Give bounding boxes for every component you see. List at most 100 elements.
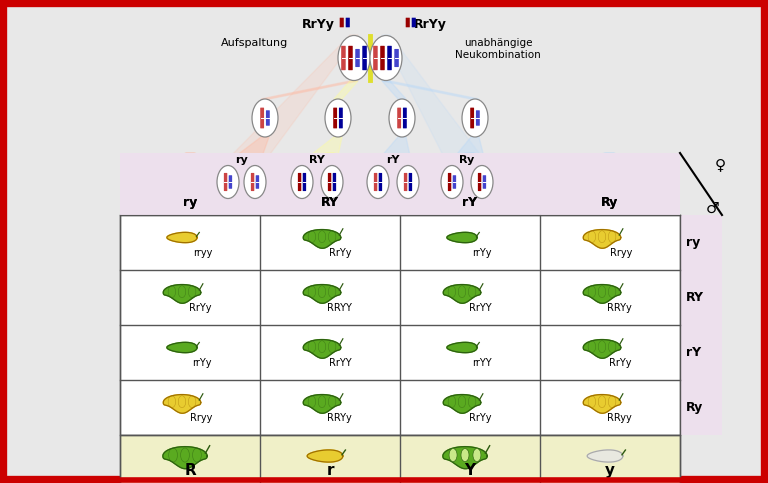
Polygon shape — [222, 35, 358, 165]
Text: rY: rY — [386, 155, 400, 165]
Ellipse shape — [473, 449, 481, 462]
Text: RrYy: RrYy — [329, 248, 352, 258]
Text: y: y — [605, 463, 615, 478]
FancyBboxPatch shape — [409, 173, 412, 191]
Text: ry: ry — [183, 196, 197, 209]
Ellipse shape — [291, 166, 313, 199]
Polygon shape — [382, 81, 406, 99]
FancyBboxPatch shape — [266, 110, 270, 126]
Polygon shape — [463, 153, 614, 199]
Polygon shape — [164, 395, 200, 413]
FancyBboxPatch shape — [362, 46, 367, 70]
FancyBboxPatch shape — [260, 108, 264, 128]
FancyBboxPatch shape — [328, 173, 331, 191]
Text: RY: RY — [309, 155, 325, 165]
FancyBboxPatch shape — [373, 46, 378, 70]
FancyBboxPatch shape — [448, 173, 452, 191]
FancyBboxPatch shape — [348, 46, 353, 70]
Ellipse shape — [397, 166, 419, 199]
Polygon shape — [443, 284, 481, 303]
Ellipse shape — [217, 166, 239, 199]
FancyBboxPatch shape — [333, 173, 336, 191]
Text: RrYy: RrYy — [469, 413, 492, 424]
Polygon shape — [479, 153, 615, 199]
Polygon shape — [303, 395, 341, 413]
Text: Ry: Ry — [601, 196, 619, 209]
Text: ♂: ♂ — [706, 201, 720, 216]
FancyBboxPatch shape — [404, 173, 407, 191]
Text: rryy: rryy — [193, 248, 212, 258]
Ellipse shape — [367, 166, 389, 199]
Ellipse shape — [441, 166, 463, 199]
FancyBboxPatch shape — [452, 175, 456, 189]
FancyBboxPatch shape — [298, 173, 301, 191]
FancyBboxPatch shape — [397, 108, 401, 128]
FancyBboxPatch shape — [339, 18, 344, 28]
FancyBboxPatch shape — [406, 18, 410, 28]
Text: rrYy: rrYy — [472, 248, 492, 258]
Polygon shape — [447, 232, 477, 242]
Ellipse shape — [389, 99, 415, 137]
Text: RrYy: RrYy — [302, 18, 334, 31]
Polygon shape — [583, 284, 621, 303]
Polygon shape — [307, 450, 343, 462]
FancyBboxPatch shape — [374, 173, 377, 191]
FancyBboxPatch shape — [346, 18, 349, 28]
Ellipse shape — [449, 449, 457, 462]
Polygon shape — [298, 137, 342, 165]
Ellipse shape — [325, 99, 351, 137]
Polygon shape — [382, 81, 479, 99]
Polygon shape — [583, 395, 621, 413]
Text: Rryy: Rryy — [190, 413, 212, 424]
FancyBboxPatch shape — [223, 173, 227, 191]
Text: RrYY: RrYY — [469, 303, 492, 313]
FancyBboxPatch shape — [379, 173, 382, 191]
Polygon shape — [448, 137, 486, 165]
FancyBboxPatch shape — [412, 18, 415, 28]
Text: rY: rY — [462, 196, 478, 209]
Polygon shape — [303, 340, 341, 358]
Text: RY: RY — [686, 291, 704, 304]
Text: ry: ry — [183, 196, 197, 209]
FancyBboxPatch shape — [120, 215, 680, 435]
Text: RrYy: RrYy — [190, 303, 212, 313]
Ellipse shape — [321, 166, 343, 199]
Text: RY: RY — [321, 196, 339, 209]
FancyBboxPatch shape — [380, 46, 385, 70]
Ellipse shape — [462, 99, 488, 137]
Polygon shape — [163, 447, 207, 469]
Ellipse shape — [252, 99, 278, 137]
FancyBboxPatch shape — [341, 46, 346, 70]
Text: Ry: Ry — [459, 155, 475, 165]
FancyBboxPatch shape — [470, 108, 474, 128]
Polygon shape — [583, 229, 621, 248]
Text: Ry: Ry — [686, 401, 703, 414]
Polygon shape — [224, 137, 269, 165]
FancyBboxPatch shape — [303, 173, 306, 191]
Ellipse shape — [461, 449, 469, 462]
Text: RRYy: RRYy — [327, 413, 352, 424]
Polygon shape — [299, 153, 335, 199]
Polygon shape — [303, 229, 341, 248]
Polygon shape — [167, 342, 197, 353]
Polygon shape — [334, 81, 358, 99]
Ellipse shape — [471, 166, 493, 199]
Polygon shape — [303, 284, 341, 303]
Text: RrYY: RrYY — [329, 358, 352, 369]
Text: Ry: Ry — [601, 196, 619, 209]
Ellipse shape — [244, 166, 266, 199]
Polygon shape — [325, 153, 335, 199]
Polygon shape — [185, 153, 231, 199]
Polygon shape — [389, 153, 474, 199]
FancyBboxPatch shape — [478, 173, 482, 191]
FancyBboxPatch shape — [333, 108, 337, 128]
FancyBboxPatch shape — [680, 215, 722, 435]
FancyBboxPatch shape — [339, 108, 343, 128]
Text: unabhängige
Neukombination: unabhängige Neukombination — [455, 38, 541, 59]
Text: RrYy: RrYy — [413, 18, 446, 31]
Text: Aufspaltung: Aufspaltung — [221, 38, 289, 48]
Polygon shape — [447, 342, 477, 353]
Polygon shape — [443, 447, 487, 469]
FancyBboxPatch shape — [256, 175, 259, 189]
Text: r: r — [326, 463, 334, 478]
